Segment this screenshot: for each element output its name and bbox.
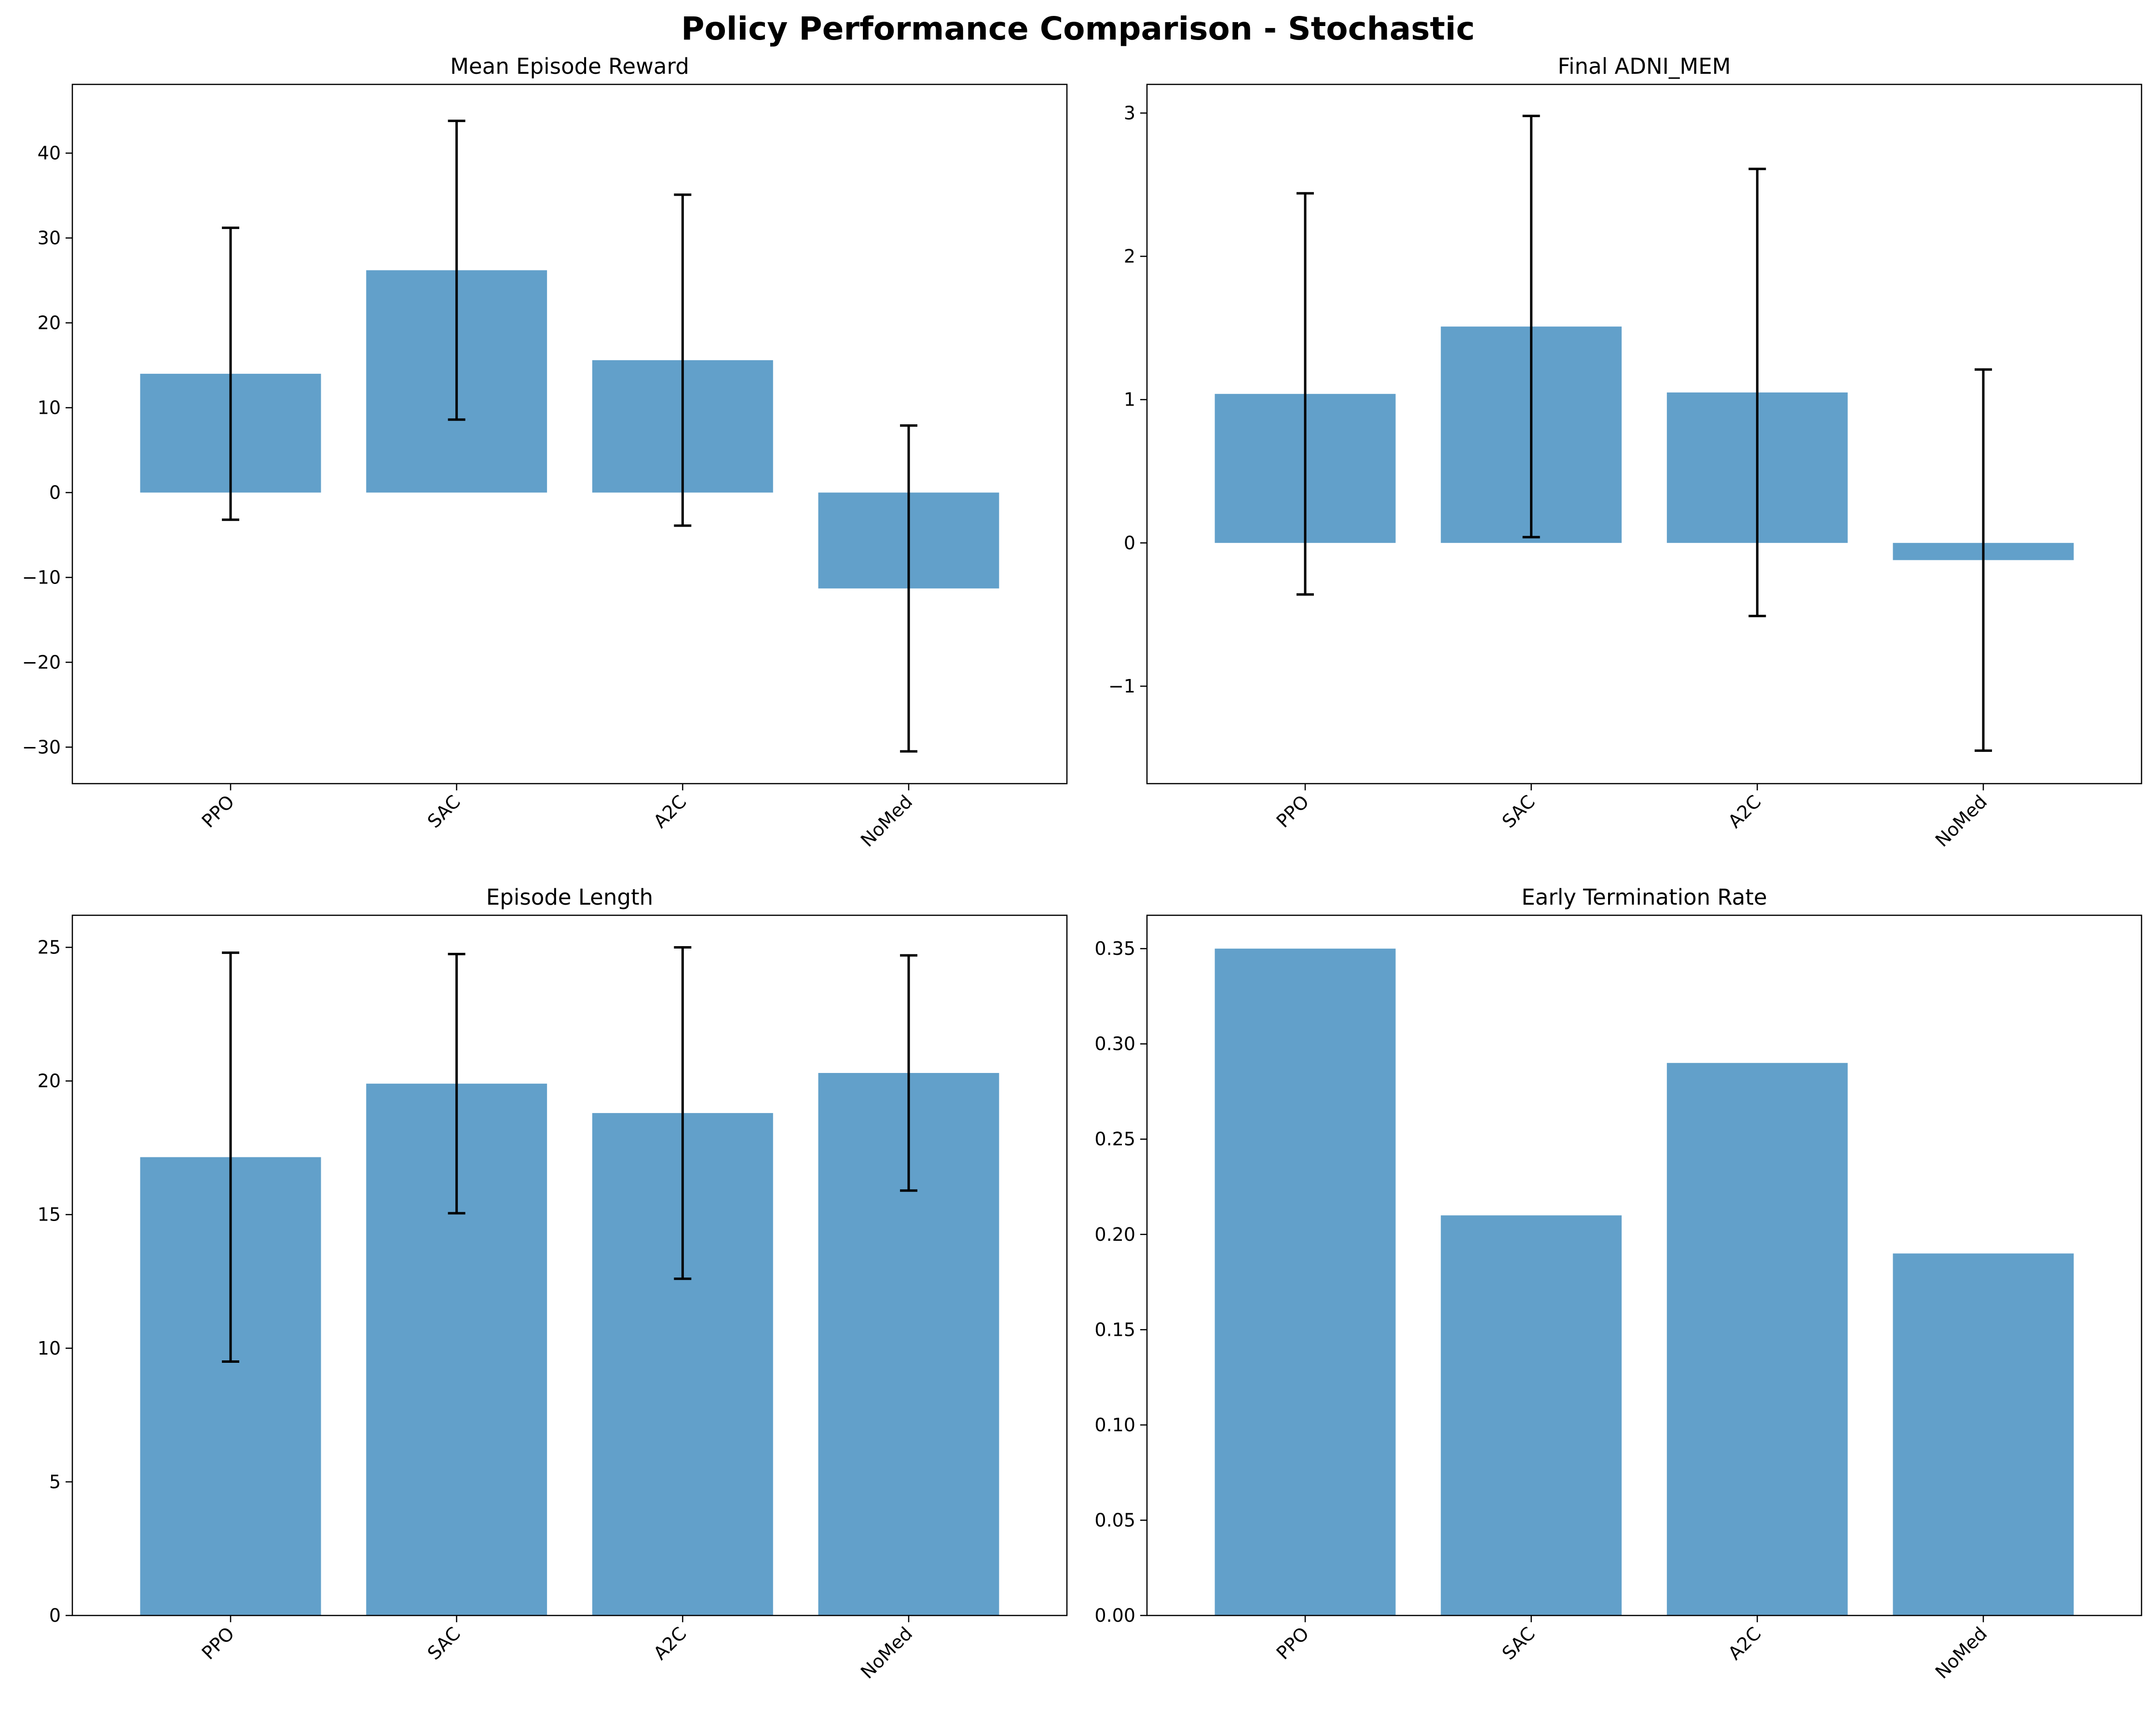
error-bar-nomed [1974,368,1992,752]
subplot-title: Early Termination Rate [1521,884,1767,910]
x-tick-label: NoMed [857,1623,916,1683]
x-tick-label: A2C [649,1623,690,1664]
error-bar-a2c [674,946,692,1280]
error-bar-nomed [900,954,917,1192]
y-tick-label: 0 [1124,532,1135,554]
axes-frame [1146,83,2142,785]
x-tick-label: SAC [1498,791,1539,832]
y-tick-label: 10 [38,397,61,418]
y-tick-label: 0.10 [1094,1414,1135,1436]
error-bar-ppo [1296,192,1314,596]
y-tick-label: 5 [49,1471,61,1493]
x-tick-label: PPO [1272,1623,1313,1664]
x-tick-label: A2C [649,791,690,832]
subplot-4: Early Termination Rate 0.00 0.05 0.10 0.15 0.… [1094,884,2142,1683]
y-tick-label: 10 [38,1338,61,1359]
bar-nomed [1893,1253,2074,1615]
y-tick-label: 1 [1124,389,1135,410]
y-tick-label: 0.15 [1094,1319,1135,1340]
y-tick-label: 0 [49,482,61,503]
subplot-3: Episode Length 0 5 10 15 20 25 PPO SAC A2C NoMed [38,884,1068,1683]
x-tick-label: SAC [423,791,464,832]
x-tick-label: PPO [1272,791,1313,832]
y-tick-label: 2 [1124,246,1135,267]
y-tick-label: 0.00 [1094,1605,1135,1626]
y-tick-label: 0.20 [1094,1224,1135,1245]
y-tick-label: 0.25 [1094,1128,1135,1150]
axes-frame [1146,914,2142,1616]
subplot-title: Mean Episode Reward [450,54,689,79]
y-tick-label: −30 [22,736,61,758]
x-tick-label: SAC [1498,1623,1539,1664]
error-bar-nomed [900,424,917,753]
error-bar-ppo [222,226,240,521]
error-bar-sac [1522,114,1540,539]
axes-frame [71,83,1068,785]
figure-title: Policy Performance Comparison - Stochast… [681,10,1475,47]
error-bar-a2c [674,193,692,527]
y-tick-label: 40 [38,143,61,164]
x-tick-label: A2C [1724,1623,1765,1664]
y-tick-label: 30 [38,228,61,249]
y-tick-label: 20 [38,1071,61,1092]
x-tick-label: A2C [1724,791,1765,832]
y-tick-label: 15 [38,1204,61,1225]
x-tick-label: NoMed [857,791,916,851]
y-tick-label: 0.35 [1094,938,1135,959]
x-tick-label: SAC [423,1623,464,1664]
error-bar-sac [448,952,465,1215]
subplot-1: Mean Episode Reward −30 −20 −10 0 10 20 30 40 PPO… [22,54,1068,851]
error-bar-a2c [1748,167,1766,617]
bar-sac [1441,1215,1622,1615]
y-tick-label: −20 [22,651,61,673]
y-tick-label: 25 [38,937,61,958]
subplot-title: Final ADNI_MEM [1558,54,1731,79]
y-tick-label: 20 [38,312,61,333]
y-tick-label: 0 [49,1605,61,1626]
bar-ppo [1214,949,1396,1615]
subplot-title: Episode Length [486,884,653,910]
error-bar-ppo [222,951,240,1363]
y-tick-label: −1 [1108,676,1135,697]
bar-a2c [1666,1063,1848,1615]
x-tick-label: NoMed [1931,791,1991,851]
y-tick-label: 3 [1124,102,1135,123]
x-tick-label: NoMed [1931,1623,1991,1683]
subplot-2: Final ADNI_MEM −1 0 1 2 3 PPO SAC A2C NoMed [1108,54,2142,851]
y-tick-label: 0.05 [1094,1509,1135,1531]
y-tick-label: 0.30 [1094,1033,1135,1055]
axes-frame [71,914,1068,1616]
x-tick-label: PPO [198,1623,239,1664]
y-tick-label: −10 [22,567,61,588]
error-bar-sac [448,120,465,421]
x-tick-label: PPO [198,791,239,832]
